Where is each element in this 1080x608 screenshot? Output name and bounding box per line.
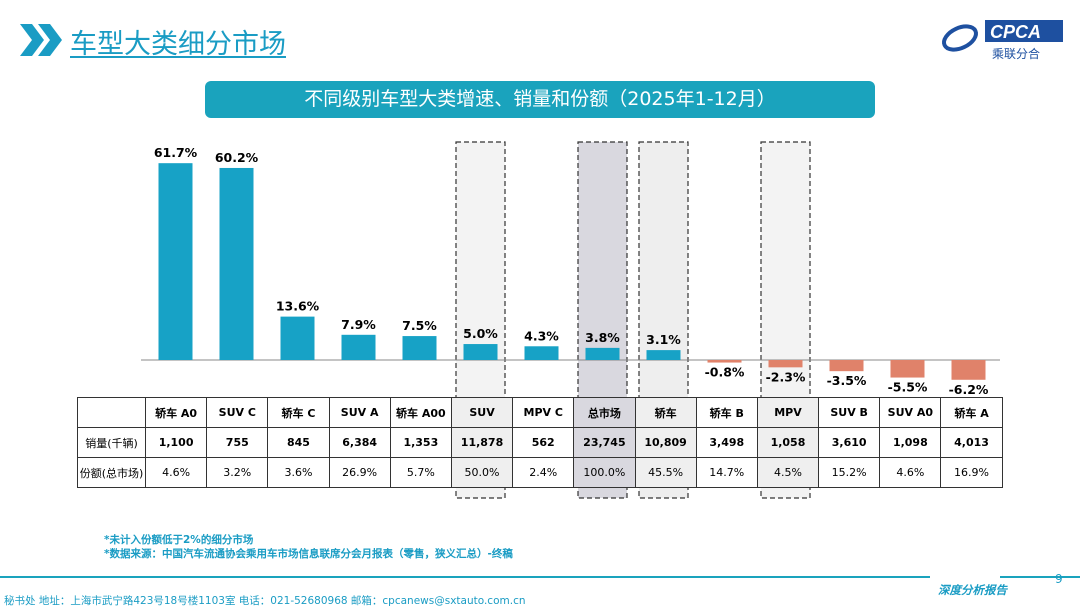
column-header: MPV C bbox=[512, 397, 575, 428]
share-cell: 14.7% bbox=[695, 457, 758, 488]
table-row: 份额(总市场) 4.6% 3.2% 3.6% 26.9% 5.7% 50.0% 2.4% 100… bbox=[77, 457, 1003, 488]
data-label: -2.3% bbox=[766, 369, 806, 384]
data-label: -6.2% bbox=[949, 382, 989, 397]
data-label: 3.1% bbox=[646, 332, 681, 347]
bar bbox=[646, 350, 681, 360]
column-header: SUV bbox=[450, 397, 514, 428]
footer-address: 秘书处 地址：上海市武宁路423号18号楼1103室 电话：021-526809… bbox=[4, 595, 526, 607]
column-header: SUV A0 bbox=[879, 397, 942, 428]
bar bbox=[951, 360, 986, 380]
bar bbox=[280, 316, 315, 360]
svg-text:乘联分合: 乘联分合 bbox=[992, 46, 1040, 61]
sales-cell: 3,610 bbox=[818, 427, 881, 458]
note-1: *未计入份额低于2%的细分市场 bbox=[104, 534, 254, 546]
footer-divider bbox=[1000, 576, 1080, 578]
share-cell: 3.2% bbox=[206, 457, 269, 488]
sales-cell: 1,098 bbox=[879, 427, 942, 458]
sales-cell: 10,809 bbox=[634, 427, 697, 458]
bar bbox=[158, 163, 193, 360]
bar bbox=[219, 167, 254, 360]
data-label: 5.0% bbox=[463, 326, 498, 341]
chart-subtitle: 不同级别车型大类增速、销量和份额（2025年1-12月） bbox=[205, 81, 875, 118]
column-header: 轿车 bbox=[634, 397, 697, 428]
sales-cell: 11,878 bbox=[450, 427, 514, 458]
column-header: 轿车 B bbox=[695, 397, 758, 428]
row-header: 份额(总市场) bbox=[77, 457, 146, 488]
bar bbox=[768, 360, 803, 368]
bar bbox=[890, 360, 925, 378]
note-2: *数据来源：中国汽车流通协会乘用车市场信息联席分会月报表（零售，狭义汇总）-终稿 bbox=[104, 548, 513, 560]
bar bbox=[341, 334, 376, 360]
table-row: 销量(千辆) 1,100 755 845 6,384 1,353 11,878 562 23,7… bbox=[77, 427, 1003, 458]
bar bbox=[402, 336, 437, 360]
chevron-double-icon bbox=[20, 24, 62, 56]
bar bbox=[829, 360, 864, 372]
data-label: 61.7% bbox=[154, 145, 198, 160]
share-cell: 2.4% bbox=[512, 457, 575, 488]
table-header-row: 轿车 A0 SUV C 轿车 C SUV A 轿车 A00 SUV MPV C 总市场 轿车 轿车… bbox=[77, 397, 1003, 428]
data-label: -0.8% bbox=[705, 365, 745, 380]
sales-cell: 23,745 bbox=[573, 427, 636, 458]
sales-cell: 3,498 bbox=[695, 427, 758, 458]
share-cell: 45.5% bbox=[634, 457, 697, 488]
share-cell: 16.9% bbox=[940, 457, 1003, 488]
share-cell: 3.6% bbox=[267, 457, 330, 488]
bar bbox=[707, 360, 742, 363]
row-header: 销量(千辆) bbox=[77, 427, 146, 458]
column-header: 轿车 A0 bbox=[144, 397, 208, 428]
page-title: 车型大类细分市场 bbox=[70, 29, 286, 60]
sales-cell: 1,100 bbox=[144, 427, 208, 458]
bar bbox=[585, 347, 620, 360]
data-label: 7.5% bbox=[402, 318, 437, 333]
sales-cell: 845 bbox=[267, 427, 330, 458]
sales-cell: 562 bbox=[512, 427, 575, 458]
column-header: SUV B bbox=[818, 397, 881, 428]
share-cell: 4.6% bbox=[879, 457, 942, 488]
share-cell: 26.9% bbox=[328, 457, 391, 488]
data-label: 13.6% bbox=[276, 299, 320, 314]
column-header: 总市场 bbox=[573, 397, 636, 428]
data-label: 7.9% bbox=[341, 317, 376, 332]
sales-cell: 4,013 bbox=[940, 427, 1003, 458]
share-cell: 100.0% bbox=[573, 457, 636, 488]
page-number: 9 bbox=[1055, 572, 1063, 586]
data-label: 60.2% bbox=[215, 150, 259, 165]
column-header: 轿车 A bbox=[940, 397, 1003, 428]
sales-cell: 755 bbox=[206, 427, 269, 458]
share-cell: 15.2% bbox=[818, 457, 881, 488]
share-cell: 50.0% bbox=[450, 457, 514, 488]
corner-cell bbox=[77, 397, 146, 428]
share-cell: 4.6% bbox=[144, 457, 208, 488]
column-header: MPV bbox=[756, 397, 820, 428]
data-label: -3.5% bbox=[827, 373, 867, 388]
sales-cell: 6,384 bbox=[328, 427, 391, 458]
data-label: 3.8% bbox=[585, 330, 620, 345]
column-header: 轿车 C bbox=[267, 397, 330, 428]
data-table: 轿车 A0 SUV C 轿车 C SUV A 轿车 A00 SUV MPV C 总市场 轿车 轿车… bbox=[77, 397, 1003, 488]
cpca-logo: CPCA 乘联分合 bbox=[940, 18, 1065, 62]
bar bbox=[463, 344, 498, 360]
footer-divider bbox=[0, 576, 930, 578]
report-label: 深度分析报告 bbox=[938, 583, 1007, 597]
data-label: -5.5% bbox=[888, 380, 928, 395]
column-header: SUV A bbox=[328, 397, 391, 428]
svg-text:CPCA: CPCA bbox=[990, 22, 1041, 42]
sales-cell: 1,353 bbox=[389, 427, 452, 458]
data-label: 4.3% bbox=[524, 328, 559, 343]
column-header: SUV C bbox=[206, 397, 269, 428]
bar bbox=[524, 346, 559, 360]
share-cell: 5.7% bbox=[389, 457, 452, 488]
sales-cell: 1,058 bbox=[756, 427, 820, 458]
column-header: 轿车 A00 bbox=[389, 397, 452, 428]
share-cell: 4.5% bbox=[756, 457, 820, 488]
